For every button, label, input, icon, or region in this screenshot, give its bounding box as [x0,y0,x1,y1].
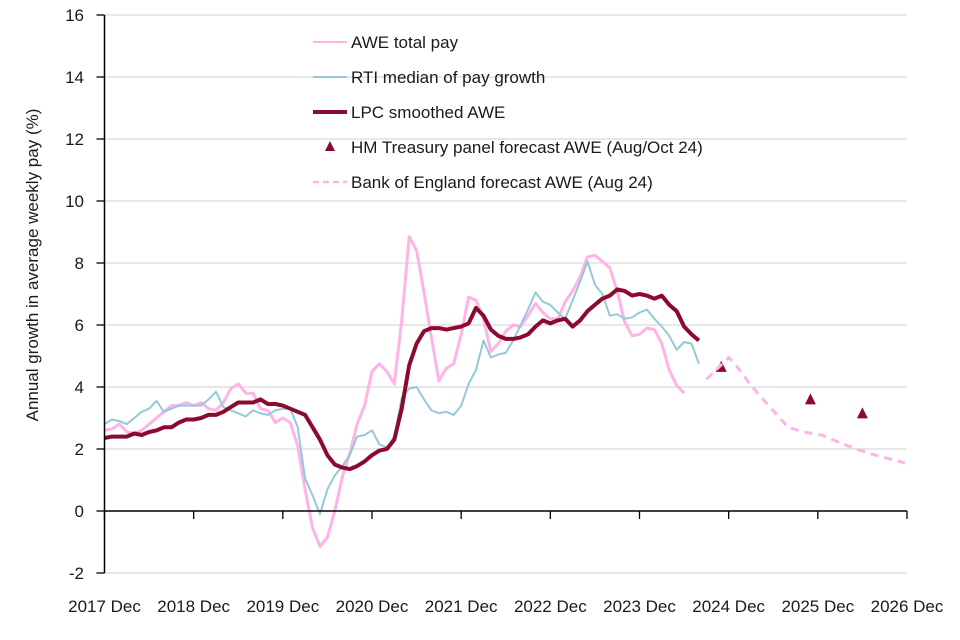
legend-item: AWE total pay [313,33,459,52]
legend-swatch-triangle-icon [325,141,335,151]
y-tick-label: 6 [75,316,84,335]
x-tick-label: 2025 Dec [781,597,854,616]
x-tick-label: 2018 Dec [157,597,230,616]
y-tick-label: 16 [65,6,84,25]
y-tick-label: 10 [65,192,84,211]
series-line [104,287,701,472]
x-tick-label: 2019 Dec [246,597,319,616]
y-tick-label: 0 [75,502,84,521]
x-tick-label: 2022 Dec [514,597,587,616]
x-tick-label: 2024 Dec [692,597,765,616]
legend-item: HM Treasury panel forecast AWE (Aug/Oct … [325,138,703,157]
triangle-marker [856,407,868,419]
gridlines [104,14,907,574]
series-line [705,356,906,465]
legend-label: Bank of England forecast AWE (Aug 24) [351,173,653,192]
triangle-marker [804,393,816,405]
y-tick-label: 8 [75,254,84,273]
legend-label: AWE total pay [351,33,459,52]
series-layer [103,235,906,549]
y-tick-label: 2 [75,440,84,459]
x-tick-labels: 2017 Dec 2018 Dec 2019 Dec 2020 Dec 2021 Dec… [68,597,944,616]
series-line [103,260,700,516]
y-tick-labels: -2 0 2 4 6 8 10 12 14 16 [65,6,84,583]
series-lpc-smoothed-awe [104,287,701,472]
x-tick-label: 2020 Dec [336,597,409,616]
series-line [104,235,686,549]
y-axis-title: Annual growth in average weekly pay (%) [23,109,42,422]
legend-label: LPC smoothed AWE [351,103,505,122]
legend-item: RTI median of pay growth [313,68,545,87]
x-tick-label: 2023 Dec [603,597,676,616]
series-bank-of-england-forecast-awe-aug-24 [705,356,906,465]
legend-item: Bank of England forecast AWE (Aug 24) [313,173,653,192]
y-tick-label: 4 [75,378,84,397]
y-tick-label: 14 [65,68,84,87]
legend: AWE total pay RTI median of pay growth LPC… [313,33,703,192]
series-rti-median-of-pay-growth [103,260,700,516]
legend-label: HM Treasury panel forecast AWE (Aug/Oct … [351,138,703,157]
legend-label: RTI median of pay growth [351,68,545,87]
axes [96,14,908,574]
x-tick-label: 2021 Dec [425,597,498,616]
series-awe-total-pay [104,235,686,549]
y-tick-label: 12 [65,130,84,149]
y-tick-label: -2 [69,564,84,583]
x-tick-label: 2017 Dec [68,597,141,616]
x-tick-label: 2026 Dec [871,597,944,616]
legend-item: LPC smoothed AWE [313,103,505,122]
